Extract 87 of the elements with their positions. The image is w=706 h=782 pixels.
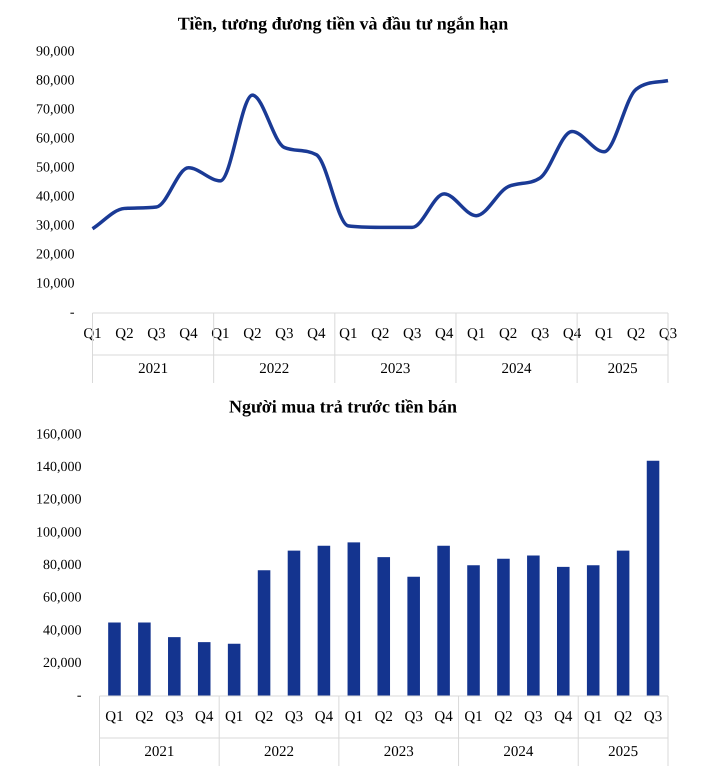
x-tick-label: Q1	[105, 708, 124, 725]
x-tick-label: Q4	[554, 708, 573, 725]
x-tick-label: Q4	[434, 708, 454, 725]
y-tick-label: -	[70, 306, 75, 321]
text: 2024	[502, 360, 532, 377]
y-tick-label: 50,000	[36, 160, 74, 176]
x-tick-label: Q2	[494, 708, 513, 725]
x-tick-label: Q1	[344, 708, 363, 725]
bar	[556, 566, 570, 696]
bar	[318, 546, 330, 696]
y-tick-label: 80,000	[43, 558, 82, 573]
text: 2021	[144, 744, 174, 760]
y-tick-label: 140,000	[36, 460, 82, 475]
x-tick-label: Q4	[195, 708, 214, 725]
x-tick-label: Q2	[254, 708, 274, 725]
x-tick-label: Q3	[403, 326, 422, 342]
text: 2022	[259, 360, 290, 377]
x-tick-label: Q4	[562, 326, 582, 342]
x-tick-label: Q1	[464, 708, 483, 725]
bar	[228, 644, 240, 696]
y-tick-label: 20,000	[36, 248, 74, 263]
y-tick-label: 70,000	[36, 102, 74, 118]
bar	[168, 637, 181, 696]
x-tick-label: Q1	[594, 326, 614, 342]
x-tick-label: Q2	[498, 326, 518, 342]
y-tick-label: 10,000	[36, 276, 74, 292]
x-tick-label: Q1	[224, 708, 244, 725]
bar	[407, 576, 420, 696]
x-tick-label: Q2	[614, 708, 632, 725]
y-tick-label: -	[76, 688, 82, 704]
bar	[646, 460, 660, 696]
y-tick-label: 160,000	[36, 427, 82, 442]
x-tick-label: Q3	[165, 708, 184, 725]
x-tick-label: Q3	[284, 708, 304, 725]
x-tick-label: Q3	[404, 708, 423, 725]
y-tick-label: 80,000	[36, 73, 74, 88]
x-tick-label: Q3	[275, 326, 294, 342]
text: 2023	[380, 360, 410, 377]
x-tick-label: Q3	[147, 326, 166, 342]
bar	[258, 570, 270, 696]
y-tick-label: 60,000	[36, 131, 74, 146]
text: 2023	[384, 744, 414, 760]
x-tick-label: Q4	[314, 708, 334, 725]
y-tick-label: 20,000	[43, 656, 82, 671]
bar	[288, 550, 300, 696]
x-tick-label: Q2	[135, 708, 154, 725]
bar	[377, 557, 390, 696]
y-tick-label: 60,000	[43, 590, 82, 606]
bar	[497, 558, 510, 696]
text: 2022	[264, 744, 294, 760]
x-tick-label: Q2	[243, 326, 262, 342]
x-tick-label: Q4	[307, 326, 326, 342]
x-tick-label: Q3	[644, 708, 662, 725]
text: 2021	[138, 360, 168, 377]
bar	[437, 546, 450, 696]
chart-title: Người mua trả trước tiền bán	[228, 396, 458, 416]
x-tick-label: Q2	[371, 326, 390, 342]
x-tick-label: Q4	[179, 326, 198, 342]
bar	[467, 565, 480, 696]
line-series	[90, 78, 670, 231]
text: 2025	[608, 360, 638, 377]
x-tick-label: Q1	[466, 326, 486, 342]
x-tick-label: Q2	[115, 326, 134, 342]
x-tick-label: Q4	[435, 326, 454, 342]
bar	[586, 565, 600, 696]
y-tick-label: 30,000	[36, 218, 74, 234]
text: 2025	[608, 744, 638, 760]
x-tick-label: Q1	[584, 708, 602, 725]
x-tick-label: Q1	[211, 326, 230, 342]
y-tick-label: 40,000	[43, 623, 82, 638]
y-tick-label: 100,000	[36, 525, 82, 540]
bar	[108, 622, 121, 696]
x-tick-label: Q3	[524, 708, 543, 725]
y-tick-label: 120,000	[36, 492, 82, 508]
x-tick-label: Q2	[626, 326, 646, 342]
bar	[348, 542, 360, 696]
bar	[198, 642, 211, 696]
chart-title: Tiền, tương đương tiền và đầu tư ngắn hạn	[178, 13, 508, 34]
x-tick-label: Q2	[374, 708, 393, 725]
x-tick-label: Q3	[530, 326, 550, 342]
bar	[616, 550, 630, 696]
bar	[138, 622, 151, 696]
x-tick-label: Q1	[339, 326, 358, 342]
y-tick-label: 90,000	[36, 44, 74, 60]
text: 2024	[503, 744, 534, 760]
bar	[527, 555, 540, 696]
y-tick-label: 40,000	[36, 189, 74, 204]
